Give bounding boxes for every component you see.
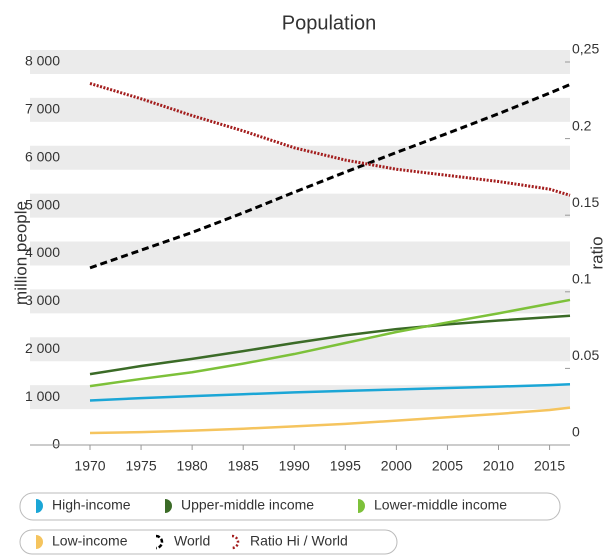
series-line: [89, 82, 571, 197]
y2-tick-label: 0.05: [572, 347, 599, 363]
grid-band: [30, 145, 570, 170]
y2-tick-label: 0.15: [572, 194, 599, 210]
grid: [30, 50, 570, 410]
x-tick-label: 2015: [534, 458, 565, 474]
series-line: [89, 314, 571, 376]
legend-icon: [36, 535, 43, 549]
grid-band: [30, 241, 570, 266]
grid-band: [30, 97, 570, 122]
x-tick-label: 1985: [228, 458, 259, 474]
legend-box: [19, 529, 398, 555]
legend-label: High-income: [52, 497, 131, 513]
legend-label: World: [174, 533, 210, 549]
y2-tick-label: 0,25: [572, 41, 599, 57]
grid-band: [30, 193, 570, 218]
legend-label: Lower-middle income: [374, 497, 507, 513]
grid-band: [30, 289, 570, 314]
y-tick-label: 4 000: [25, 244, 60, 260]
x-tick-label: 1990: [279, 458, 310, 474]
legend-icon: [231, 534, 240, 550]
legend-icon: [358, 499, 365, 513]
grid-band: [30, 385, 570, 410]
y-tick-label: 7 000: [25, 101, 60, 117]
y-tick-label: 2 000: [25, 340, 60, 356]
y-tick-label: 6 000: [25, 148, 60, 164]
y2-tick-label: 0.1: [572, 271, 592, 287]
y-tick-label: 0: [52, 436, 60, 452]
y2-tick-label: 0.2: [572, 117, 592, 133]
y-axis-label: million people: [11, 201, 30, 305]
y-tick-label: 8 000: [25, 53, 60, 69]
series-line: [89, 382, 571, 402]
x-tick-label: 1975: [125, 458, 156, 474]
x-tick-label: 2000: [381, 458, 412, 474]
y-tick-label: 5 000: [25, 196, 60, 212]
chart-title: Population: [282, 12, 377, 34]
series-line: [89, 83, 571, 270]
grid-band: [30, 337, 570, 362]
legend-label: Upper-middle income: [181, 497, 314, 513]
legend-label: Ratio Hi / World: [250, 533, 348, 549]
y2-axis-label: ratio: [587, 236, 606, 269]
legend-label: Low-income: [52, 533, 128, 549]
legend-icon: [155, 534, 164, 550]
x-tick-label: 2010: [483, 458, 514, 474]
x-tick-label: 1970: [74, 458, 105, 474]
y-tick-label: 1 000: [25, 388, 60, 404]
legend-icon: [165, 499, 172, 513]
x-tick-label: 1995: [330, 458, 361, 474]
x-tick-label: 1980: [177, 458, 208, 474]
y2-tick-label: 0: [572, 424, 580, 440]
legend-icon: [36, 499, 43, 513]
x-tick-label: 2005: [432, 458, 463, 474]
series-line: [89, 298, 571, 388]
grid-band: [30, 50, 570, 74]
series-line: [89, 406, 571, 435]
legend-box: [19, 492, 561, 521]
y-tick-label: 3 000: [25, 292, 60, 308]
